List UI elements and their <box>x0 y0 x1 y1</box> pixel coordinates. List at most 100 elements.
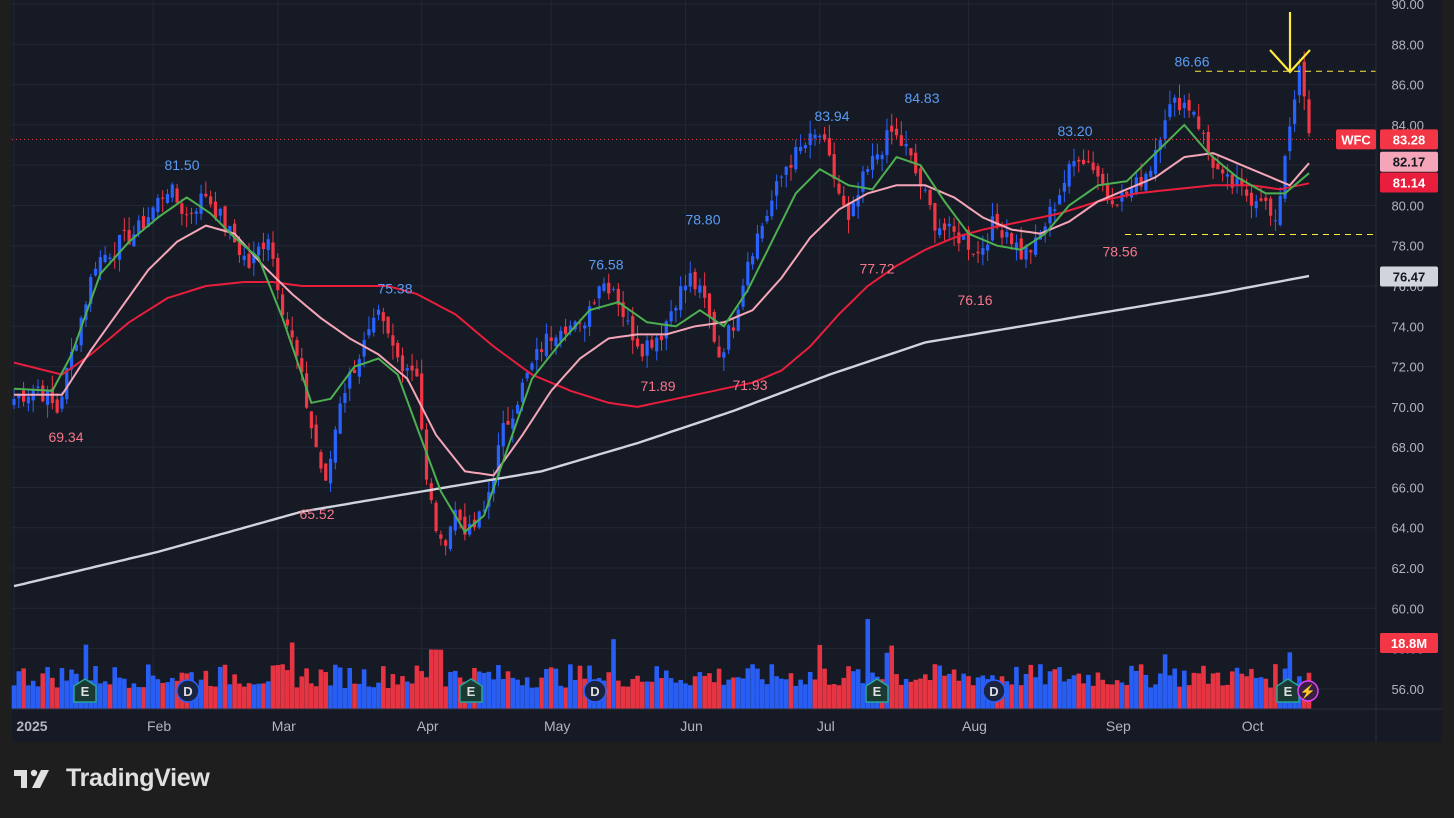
volume-bar <box>496 665 501 709</box>
x-tick-label: Oct <box>1242 718 1264 734</box>
volume-bar <box>1258 677 1264 709</box>
candle-body <box>1254 201 1258 209</box>
candle-body <box>367 329 371 336</box>
y-tick-label: 68.00 <box>1391 440 1424 455</box>
candle-body <box>170 184 174 198</box>
dividend-marker-icon[interactable]: D <box>583 679 607 703</box>
candle-body <box>597 286 601 299</box>
marker-label: D <box>590 684 599 699</box>
x-tick-label: Jun <box>680 718 703 734</box>
candle-body <box>803 145 807 149</box>
volume-bar <box>505 671 511 709</box>
volume-bar <box>1196 673 1201 709</box>
volume-bar <box>1229 671 1235 709</box>
volume-bar <box>1220 685 1225 709</box>
earnings-marker-icon[interactable]: E <box>73 678 97 703</box>
x-tick-label: Jul <box>817 718 835 734</box>
volume-bar <box>654 666 660 709</box>
volume-bar <box>59 668 65 709</box>
volume-bar <box>361 669 367 709</box>
candle-body <box>156 197 160 212</box>
volume-bar <box>256 683 261 709</box>
moving-average-long <box>13 274 1310 588</box>
volume-bar <box>1225 684 1230 709</box>
volume-bar <box>1009 684 1014 709</box>
dividend-marker-icon[interactable]: D <box>176 679 200 703</box>
volume-bar <box>1052 669 1058 709</box>
candle-body <box>731 327 736 331</box>
volume-bar <box>812 679 818 709</box>
badge-text: 82.17 <box>1393 155 1426 170</box>
volume-bar <box>1191 672 1197 709</box>
candle-body <box>468 523 472 535</box>
candle-body <box>122 229 126 231</box>
candle-body <box>1288 126 1292 152</box>
candle-body <box>1211 156 1215 168</box>
candle-body <box>1125 191 1129 195</box>
x-tick-label: Apr <box>417 718 439 734</box>
badge-bg <box>1380 129 1438 150</box>
price-badge: 76.47 <box>1380 266 1438 287</box>
volume-bar <box>668 678 674 709</box>
candle-body <box>103 254 107 263</box>
y-tick-label: 70.00 <box>1391 400 1424 415</box>
volume-bar <box>102 681 108 709</box>
volume-bar <box>299 676 305 709</box>
volume-bar <box>1210 673 1216 709</box>
candle-body <box>683 285 688 291</box>
volume-bar <box>323 672 329 709</box>
candle-body <box>938 228 942 236</box>
y-tick-label: 72.00 <box>1391 360 1424 375</box>
candle-body <box>1168 104 1172 117</box>
marker-label: D <box>183 684 192 699</box>
marker-label: E <box>81 684 90 699</box>
volume-bar <box>40 673 46 709</box>
volume-bar <box>404 681 410 709</box>
candle-body <box>117 234 122 260</box>
volume-bar <box>846 666 851 709</box>
candle-body <box>659 335 664 341</box>
candle-body <box>386 316 390 334</box>
candle-body <box>108 257 112 259</box>
candle-body <box>21 390 26 402</box>
volume-bar <box>1234 667 1240 709</box>
candle-body <box>439 534 443 539</box>
dividend-marker-icon[interactable]: D <box>982 679 1006 703</box>
volume-bar <box>779 678 784 709</box>
volume-bar <box>141 687 146 709</box>
earnings-marker-icon[interactable]: E <box>865 678 889 703</box>
earnings-marker-icon[interactable]: E <box>459 678 483 703</box>
volume-bar <box>481 672 487 709</box>
volume-bar <box>1028 664 1034 709</box>
candle-body <box>1110 200 1114 205</box>
candle-body <box>89 277 93 304</box>
candle-body <box>607 282 611 294</box>
volume-bar <box>1014 666 1019 709</box>
volume-bar <box>822 668 827 709</box>
volume-bar <box>697 672 703 709</box>
volume-bar <box>381 666 386 709</box>
candle-body <box>247 253 251 268</box>
volume-bar <box>1268 687 1273 709</box>
volume-bar <box>136 687 142 709</box>
candle-body <box>1163 120 1167 139</box>
earnings-marker-icon[interactable]: E <box>1276 678 1300 703</box>
volume-bar <box>961 673 966 709</box>
candle-body <box>1010 233 1014 245</box>
split-marker-icon[interactable]: ⚡ <box>1297 680 1319 702</box>
marker-label: E <box>873 684 882 699</box>
volume-bar <box>649 681 655 709</box>
candle-body <box>69 351 74 370</box>
candle-body <box>1245 189 1249 196</box>
high-label: 75.38 <box>377 281 412 297</box>
volume-bar <box>1033 677 1038 709</box>
volume-bar <box>625 686 631 709</box>
volume-bar <box>956 680 962 709</box>
volume-bar <box>400 676 405 709</box>
candle-body <box>837 183 841 194</box>
volume-bar <box>333 664 338 709</box>
volume-bar <box>1100 679 1106 709</box>
volume-bar <box>241 686 247 709</box>
candle-body <box>343 393 347 403</box>
